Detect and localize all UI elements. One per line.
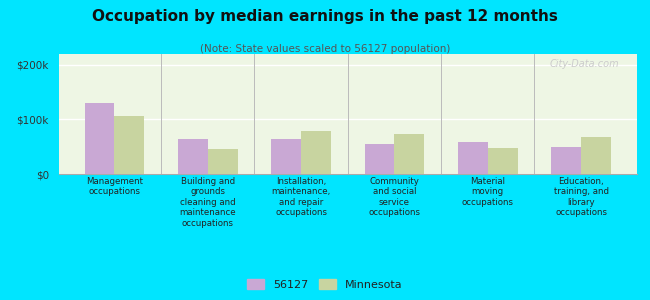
Bar (395, 134, 424, 174)
Text: Material
moving
occupations: Material moving occupations (462, 177, 514, 207)
Bar (178, 139, 208, 174)
Bar (301, 131, 331, 174)
Bar (84, 103, 114, 174)
Bar (488, 148, 517, 174)
Bar (114, 116, 144, 174)
Bar (365, 144, 395, 174)
Text: Installation,
maintenance,
and repair
occupations: Installation, maintenance, and repair oc… (272, 177, 331, 217)
Text: Education,
training, and
library
occupations: Education, training, and library occupat… (554, 177, 608, 217)
Bar (581, 137, 611, 174)
Text: City-Data.com: City-Data.com (550, 59, 619, 69)
Legend: 56127, Minnesota: 56127, Minnesota (243, 275, 407, 294)
Text: Occupation by median earnings in the past 12 months: Occupation by median earnings in the pas… (92, 9, 558, 24)
Bar (271, 139, 301, 174)
Text: (Note: State values scaled to 56127 population): (Note: State values scaled to 56127 popu… (200, 44, 450, 53)
Bar (551, 147, 581, 174)
Text: Building and
grounds
cleaning and
maintenance
occupations: Building and grounds cleaning and mainte… (179, 177, 236, 228)
Text: Management
occupations: Management occupations (86, 177, 143, 197)
Bar (208, 149, 238, 174)
Bar (458, 142, 488, 174)
Text: Community
and social
service
occupations: Community and social service occupations (369, 177, 421, 217)
